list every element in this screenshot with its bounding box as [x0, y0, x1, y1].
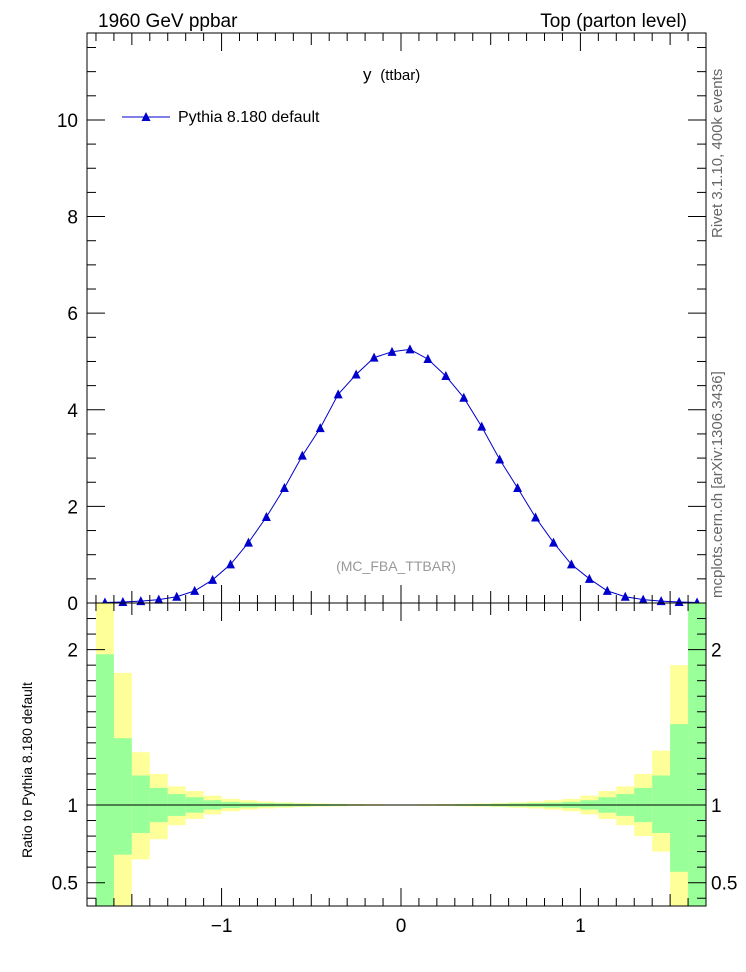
mcplots-label: mcplots.cern.ch [arXiv:1306.3436]: [709, 371, 726, 598]
header-left-title: 1960 GeV ppbar: [98, 11, 238, 32]
watermark: (MC_FBA_TTBAR): [336, 558, 456, 574]
main-series-markers: [100, 344, 702, 607]
data-point: [566, 559, 576, 569]
data-point: [226, 559, 236, 569]
y-tick-label: 0: [67, 594, 78, 615]
y-tick-label: 4: [67, 401, 78, 422]
y-tick-label: 2: [67, 497, 78, 518]
data-point: [387, 346, 397, 356]
data-point: [261, 512, 271, 522]
x-tick-label: 0: [396, 916, 407, 937]
x-tick-label: −1: [211, 916, 233, 937]
ratio-plot-frame: [86, 602, 707, 907]
data-point: [423, 354, 433, 364]
y-tick-label: 6: [67, 304, 78, 325]
y-tick-label: 8: [67, 208, 78, 229]
data-point: [154, 594, 164, 604]
data-point: [513, 483, 523, 493]
data-point: [584, 573, 594, 583]
data-point: [333, 389, 343, 399]
data-point: [190, 585, 200, 595]
data-point: [620, 591, 630, 601]
main-series-line: [104, 348, 698, 603]
data-point: [441, 370, 451, 380]
ratio-y-tick-label: 0.5: [52, 874, 78, 895]
data-point: [495, 454, 505, 464]
rivet-label: Rivet 3.1.10, 400k events: [709, 69, 726, 238]
ratio-outer-band: [96, 603, 706, 906]
data-point: [674, 597, 684, 607]
data-point: [459, 392, 469, 402]
ratio-y-tick-label-right: 2: [711, 641, 722, 662]
data-point: [279, 483, 289, 493]
inner-band-bin: [652, 775, 671, 833]
data-point: [297, 450, 307, 460]
data-point: [405, 344, 415, 354]
ratio-y-tick-label-right: 1: [711, 796, 722, 817]
data-point: [118, 597, 128, 607]
inner-band-bin: [131, 775, 150, 833]
x-tick-label: 1: [575, 916, 586, 937]
series-line: [104, 348, 698, 603]
data-point: [531, 512, 541, 522]
ratio-inner-band: [96, 603, 706, 906]
legend-marker: [141, 112, 151, 121]
header-right-title: Top (parton level): [540, 11, 687, 32]
ratio-y-tick-label-right: 0.5: [711, 874, 737, 895]
plot-title-suffix: (ttbar): [380, 67, 420, 84]
data-point: [208, 574, 218, 584]
data-point: [638, 594, 648, 604]
data-point: [602, 585, 612, 595]
inner-band-bin: [113, 738, 132, 855]
ratio-axis-ticks: [87, 603, 706, 906]
data-point: [477, 421, 487, 431]
data-point: [243, 537, 253, 547]
data-point: [369, 352, 379, 362]
inner-band-bin: [96, 654, 114, 906]
y-tick-label: 10: [57, 111, 78, 132]
ratio-y-tick-label: 1: [67, 796, 78, 817]
ratio-x-tick-labels: −1 0 1: [211, 916, 586, 937]
data-point: [548, 537, 558, 547]
ratio-y-tick-label: 2: [67, 641, 78, 662]
legend-label: Pythia 8.180 default: [178, 109, 320, 126]
ratio-y-tick-labels: 0.5 0.5 1 1 2 2: [52, 641, 738, 895]
inner-band-bin: [670, 724, 688, 872]
data-point: [351, 369, 361, 379]
inner-band-bin: [688, 603, 706, 906]
main-y-tick-labels: 0 2 4 6 8 10: [57, 111, 79, 615]
data-point: [172, 591, 182, 601]
plot-title: y (ttbar): [363, 65, 420, 84]
data-point: [315, 423, 325, 433]
plot-title-var: y: [363, 65, 372, 84]
ratio-y-axis-label: Ratio to Pythia 8.180 default: [19, 682, 35, 858]
